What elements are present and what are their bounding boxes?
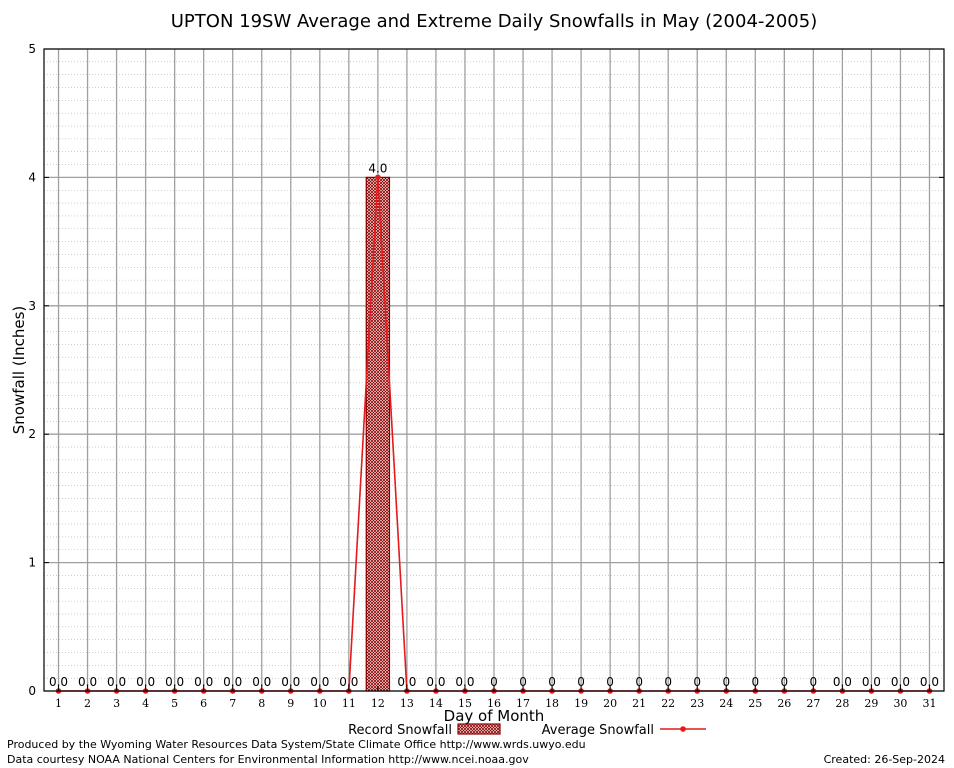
data-label: 0.0 (107, 675, 126, 689)
x-tick-label: 22 (661, 697, 675, 710)
produced-by-note: Produced by the Wyoming Water Resources … (7, 738, 586, 751)
x-tick-label: 1 (55, 697, 62, 710)
x-tick-label: 24 (719, 697, 733, 710)
data-label: 0.0 (397, 675, 416, 689)
x-tick-label: 11 (342, 697, 356, 710)
x-tick-label: 20 (603, 697, 617, 710)
data-label: 0.0 (281, 675, 300, 689)
data-label: 0.0 (310, 675, 329, 689)
y-tick-label: 0 (28, 684, 36, 698)
legend: Record Snowfall Average Snowfall (348, 723, 706, 738)
x-tick-label: 18 (545, 697, 559, 710)
x-tick-label: 10 (313, 697, 327, 710)
bars (365, 176, 391, 692)
data-label: 0 (577, 675, 585, 689)
x-tick-label: 12 (371, 697, 385, 710)
legend-swatch-average-point (680, 726, 686, 732)
chart-title: UPTON 19SW Average and Extreme Daily Sno… (171, 11, 817, 32)
data-label: 0 (548, 675, 556, 689)
data-label: 0.0 (78, 675, 97, 689)
data-label: 0.0 (223, 675, 242, 689)
data-label: 0.0 (165, 675, 184, 689)
data-label: 0 (519, 675, 527, 689)
data-label: 0 (751, 675, 759, 689)
data-label: 0.0 (49, 675, 68, 689)
created-date: Created: 26-Sep-2024 (823, 753, 945, 766)
data-label: 0.0 (920, 675, 939, 689)
x-tick-label: 15 (458, 697, 472, 710)
data-label: 4.0 (368, 161, 387, 175)
x-tick-label: 7 (229, 697, 236, 710)
y-tick-label: 5 (28, 42, 36, 56)
x-tick-label: 8 (258, 697, 265, 710)
x-tick-label: 29 (864, 697, 878, 710)
data-label: 0.0 (833, 675, 852, 689)
data-label: 0.0 (891, 675, 910, 689)
grid (44, 48, 944, 692)
data-label: 0.0 (194, 675, 213, 689)
legend-swatch-record (457, 723, 501, 735)
data-label: 0.0 (862, 675, 881, 689)
x-tick-label: 13 (400, 697, 414, 710)
y-tick-label: 4 (28, 170, 36, 184)
x-tick-label: 30 (893, 697, 907, 710)
x-tick-label: 27 (806, 697, 820, 710)
y-tick-label: 2 (28, 427, 36, 441)
x-tick-label: 6 (200, 697, 207, 710)
x-tick-label: 23 (690, 697, 704, 710)
x-tick-label: 17 (516, 697, 530, 710)
data-label: 0 (781, 675, 789, 689)
data-label: 0 (664, 675, 672, 689)
data-label: 0.0 (339, 675, 358, 689)
x-tick-label: 2 (84, 697, 91, 710)
data-label: 0.0 (455, 675, 474, 689)
data-label: 0.0 (252, 675, 271, 689)
data-label: 0 (693, 675, 701, 689)
legend-label-record: Record Snowfall (348, 723, 452, 738)
data-labels: 0.0 0.0 0.0 0.0 0.0 0.0 0.0 0.0 0.0 0.0 0.0 4.0 0.0 0… (49, 161, 939, 689)
y-tick-label: 1 (28, 556, 36, 570)
x-tick-label: 19 (574, 697, 588, 710)
data-label: 0 (606, 675, 614, 689)
x-tick-label: 25 (748, 697, 762, 710)
x-tick-label: 21 (632, 697, 646, 710)
x-tick-label: 31 (922, 697, 936, 710)
x-tick-label: 5 (171, 697, 178, 710)
data-label: 0.0 (426, 675, 445, 689)
data-label: 0 (722, 675, 730, 689)
y-tick-label: 3 (28, 299, 36, 313)
x-tick-label: 28 (835, 697, 849, 710)
data-label: 0 (810, 675, 818, 689)
data-label: 0.0 (136, 675, 155, 689)
x-tick-label: 3 (113, 697, 120, 710)
data-courtesy-note: Data courtesy NOAA National Centers for … (7, 753, 529, 766)
x-axis-label: Day of Month (444, 707, 545, 725)
record-bar (365, 176, 391, 692)
data-label: 0 (490, 675, 498, 689)
x-tick-label: 4 (142, 697, 149, 710)
x-tick-label: 9 (287, 697, 294, 710)
x-tick-label: 26 (777, 697, 791, 710)
average-point (375, 174, 381, 181)
x-tick-label: 14 (429, 697, 443, 710)
y-axis-label: Snowfall (Inches) (10, 306, 28, 434)
x-tick-label: 16 (487, 697, 501, 710)
legend-label-average: Average Snowfall (542, 723, 654, 738)
data-label: 0 (635, 675, 643, 689)
